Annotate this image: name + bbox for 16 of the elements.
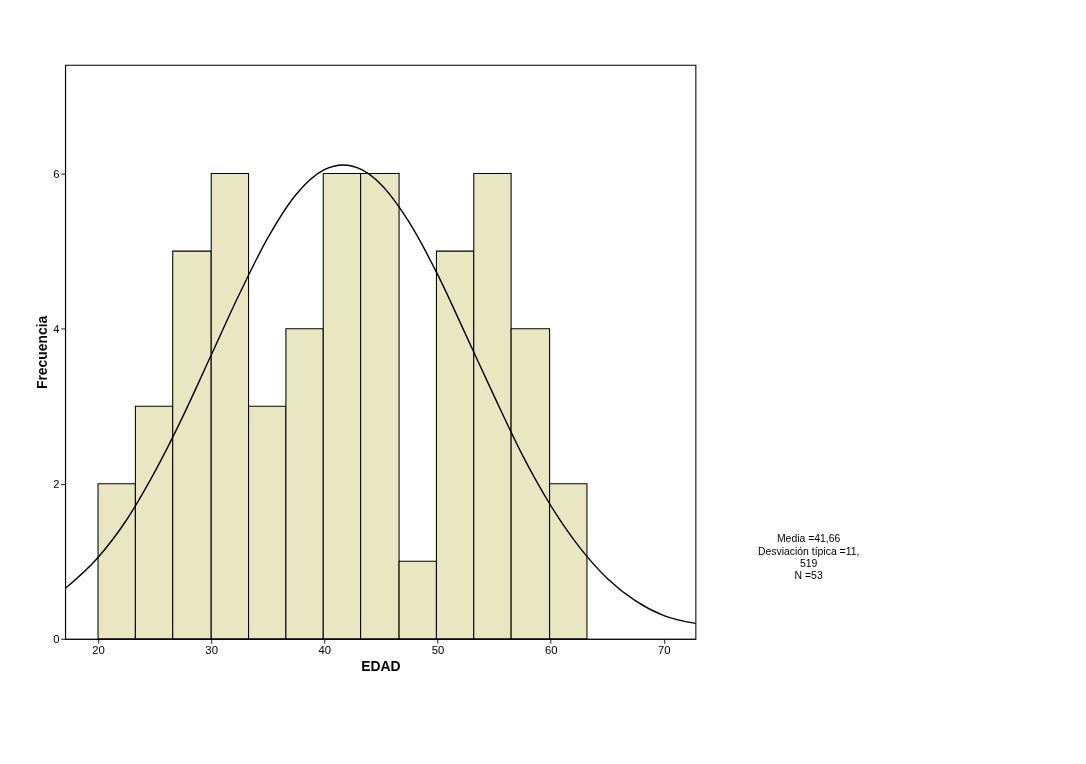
text: 519 [799, 557, 818, 569]
x-tick-label: 50 [431, 644, 445, 657]
text: Desviación típica =11, [757, 545, 860, 557]
x-tick-label: 60 [544, 644, 558, 657]
y-tick-label: 4 [53, 322, 60, 335]
y-tick-label: 6 [53, 167, 60, 180]
text: Media =41,66 [776, 533, 841, 545]
x-tick-label: 20 [92, 644, 105, 657]
y-tick-label: 0 [53, 632, 60, 645]
x-tick-label: 30 [205, 644, 218, 657]
x-tick-label: 70 [658, 644, 671, 657]
y-axis-title: Frecuencia [34, 315, 51, 390]
x-tick-label: 40 [318, 644, 332, 657]
y-tick-label: 2 [53, 477, 60, 490]
text: N =53 [794, 569, 823, 581]
x-axis-title: EDAD [361, 658, 401, 675]
